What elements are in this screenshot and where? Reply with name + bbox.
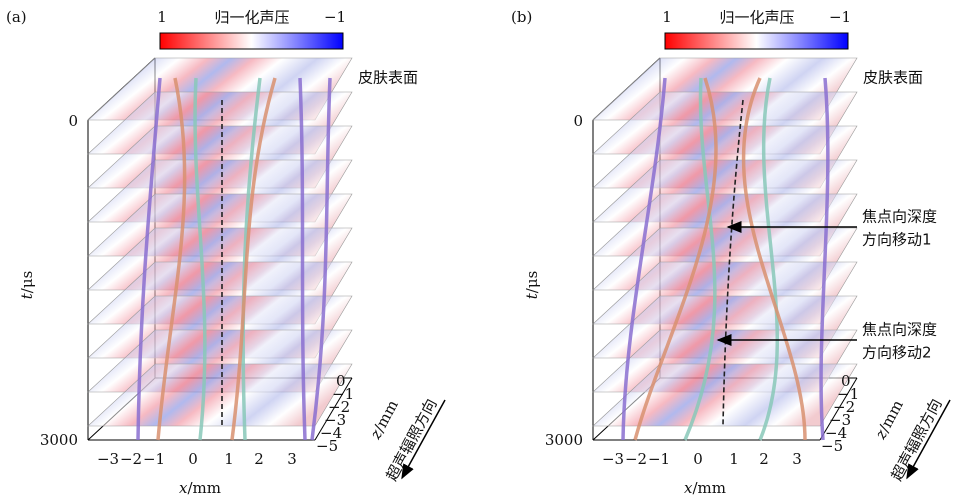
t-tick-label: 0: [68, 112, 78, 130]
colorbar-right: −1: [324, 8, 346, 26]
panel-label: (b): [511, 8, 532, 26]
axis-unit: /μs: [523, 271, 541, 294]
annotation-text: 焦点向深度: [862, 321, 937, 339]
field-slice: [87, 363, 353, 427]
z-axis-label: z/mm: [871, 397, 907, 443]
axis-unit: /mm: [187, 479, 221, 497]
axis-unit: /mm: [692, 479, 726, 497]
trajectory: [156, 77, 187, 441]
axis-variable: x: [179, 479, 188, 497]
colorbar-title: 归一化声压: [719, 9, 794, 27]
z-tick-label: −2: [833, 398, 855, 416]
trajectory: [819, 77, 830, 441]
x-tick-label: 0: [188, 450, 198, 468]
z-tick-label: 0: [336, 372, 346, 390]
x-tick-label: 2: [254, 450, 264, 468]
direction-arrow: [401, 399, 446, 480]
x-tick-label: 1: [224, 450, 234, 468]
x-tick-label: 2: [759, 450, 769, 468]
colorbar-left: 1: [662, 8, 672, 26]
t-tick-label: 0: [573, 112, 583, 130]
trajectory: [310, 77, 332, 441]
z-axis-label: z/mm: [366, 397, 402, 443]
z-tick-label: −5: [316, 437, 338, 455]
axis-unit: /mm: [370, 397, 402, 435]
trajectory: [683, 77, 717, 441]
x-axis-label: x/mm: [179, 479, 221, 497]
z-tick-label: 0: [841, 372, 851, 390]
trajectory: [621, 77, 667, 441]
axis-variable: x: [684, 479, 693, 497]
z-tick-label: −3: [829, 411, 851, 429]
annotation-text: 方向移动1: [862, 231, 932, 249]
direction-arrow: [906, 399, 951, 480]
t-tick-label: 3000: [545, 431, 583, 449]
z-tick-label: −3: [324, 411, 346, 429]
z-tick-label: −4: [320, 424, 342, 442]
x-tick-label: −1: [143, 450, 165, 468]
axis-variable: t: [18, 292, 36, 299]
box-edge: [314, 377, 353, 441]
trajectory: [136, 77, 162, 441]
x-tick-label: 3: [287, 450, 297, 468]
field-slice: [592, 363, 858, 427]
focus-path: [722, 99, 744, 426]
z-tick-label: −5: [821, 437, 843, 455]
trajectory: [230, 77, 277, 441]
trajectory: [758, 77, 780, 441]
x-tick-label: 0: [693, 450, 703, 468]
t-tick-label: 3000: [40, 431, 78, 449]
panel-label: (a): [6, 8, 27, 26]
x-tick-label: −3: [602, 450, 624, 468]
surface-label: 皮肤表面: [358, 69, 418, 87]
box-edge: [819, 377, 858, 441]
axis-unit: /μs: [18, 271, 36, 294]
t-axis-label: t/μs: [18, 271, 36, 300]
trajectory: [298, 77, 307, 441]
colorbar: [664, 32, 849, 50]
trajectory: [633, 77, 718, 441]
x-tick-label: −1: [648, 450, 670, 468]
x-tick-label: 3: [792, 450, 802, 468]
x-axis-label: x/mm: [684, 479, 726, 497]
z-tick-label: −4: [825, 424, 847, 442]
trajectory: [193, 77, 207, 441]
annotation-text: 焦点向深度: [862, 208, 937, 226]
z-tick-label: −1: [332, 385, 354, 403]
annotation-text: 方向移动2: [862, 344, 932, 362]
axis-variable: t: [523, 292, 541, 299]
axis-unit: /mm: [875, 397, 907, 435]
colorbar-left: 1: [157, 8, 167, 26]
z-tick-label: −2: [328, 398, 350, 416]
trajectory: [241, 77, 262, 441]
surface-label: 皮肤表面: [863, 69, 923, 87]
x-tick-label: 1: [729, 450, 739, 468]
z-tick-label: −1: [837, 385, 859, 403]
x-tick-label: −2: [120, 450, 142, 468]
x-tick-label: −2: [625, 450, 647, 468]
trajectory: [741, 77, 807, 441]
colorbar-title: 归一化声压: [214, 9, 289, 27]
x-tick-label: −3: [97, 450, 119, 468]
colorbar-right: −1: [829, 8, 851, 26]
colorbar: [159, 32, 344, 50]
t-axis-label: t/μs: [523, 271, 541, 300]
